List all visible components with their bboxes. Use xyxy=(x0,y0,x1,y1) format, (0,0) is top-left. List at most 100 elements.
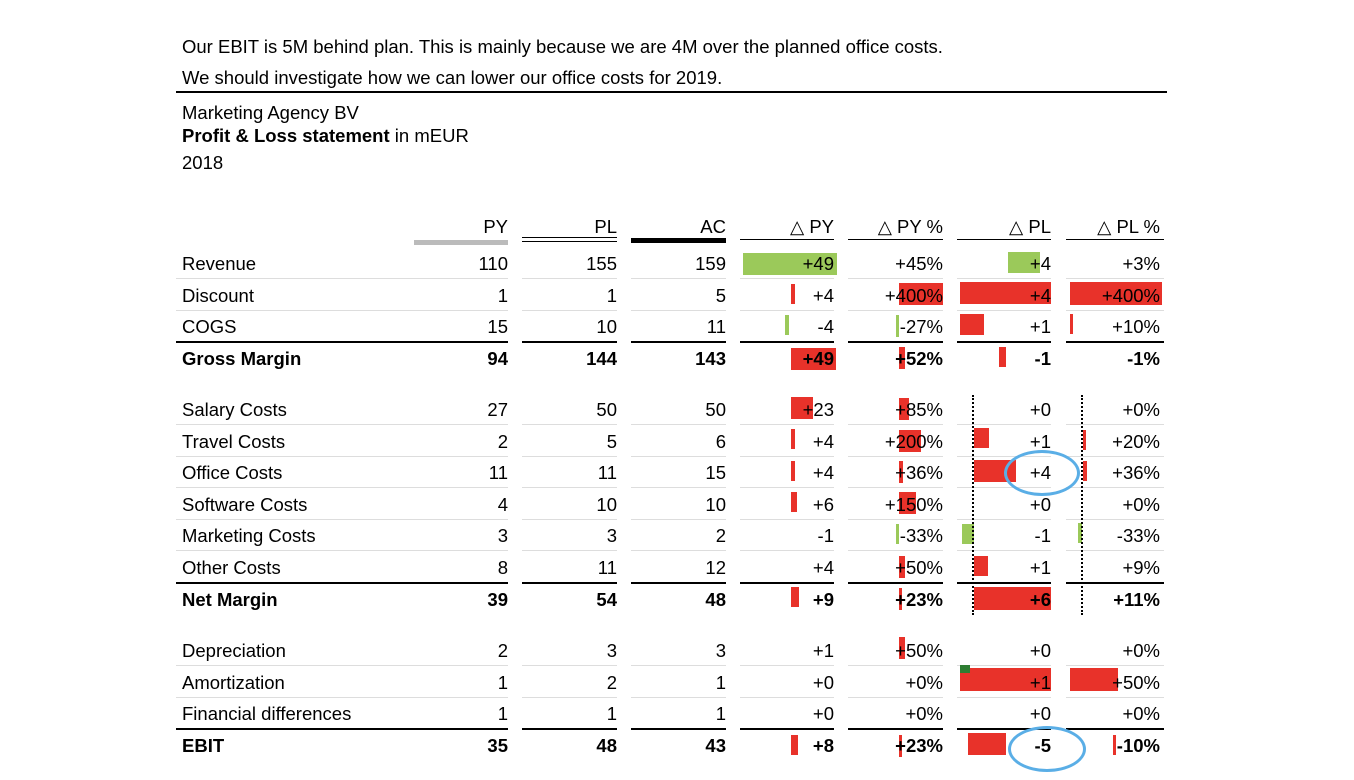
row-line xyxy=(631,697,726,698)
cell-dpy: +4 xyxy=(812,431,834,452)
variance-bar xyxy=(968,733,1006,755)
cell-dpy: -4 xyxy=(817,316,834,337)
cell-py: 1 xyxy=(497,672,508,693)
column-header-py: PY xyxy=(483,216,508,237)
row-line xyxy=(176,550,508,551)
row-line xyxy=(1066,519,1164,520)
cell-ac: 48 xyxy=(705,589,726,610)
cell-dpyp: +23% xyxy=(895,735,943,756)
subtotal-line xyxy=(631,582,726,584)
subtotal-line xyxy=(176,341,508,343)
cell-pl: 10 xyxy=(596,494,617,515)
subtotal-line xyxy=(176,582,508,584)
row-line xyxy=(957,519,1051,520)
cell-dpyp: +85% xyxy=(895,399,943,420)
row-line xyxy=(1066,550,1164,551)
cell-py: 110 xyxy=(478,253,509,274)
variance-bar xyxy=(791,397,813,419)
cell-pl: 3 xyxy=(606,640,617,661)
highlight-ring-office xyxy=(1004,450,1080,496)
cell-dpyp: +23% xyxy=(895,589,943,610)
cell-dplp: -1% xyxy=(1127,348,1160,369)
row-line xyxy=(848,697,943,698)
cell-dpl: +1 xyxy=(1029,316,1051,337)
cell-dplp: +9% xyxy=(1122,557,1160,578)
py-header-marker xyxy=(414,240,508,245)
delta-header-underline-2 xyxy=(957,239,1051,240)
cell-py: 2 xyxy=(497,431,508,452)
subtotal-line xyxy=(957,582,1051,584)
variance-bar xyxy=(791,492,797,512)
variance-bar xyxy=(1083,461,1087,481)
cell-dpl: +0 xyxy=(1029,703,1051,724)
cell-ac: 43 xyxy=(705,735,726,756)
cell-py: 15 xyxy=(487,316,508,337)
row-line xyxy=(631,487,726,488)
row-line xyxy=(1066,310,1164,311)
cell-dpl: -5 xyxy=(1034,735,1051,756)
row-line xyxy=(740,550,834,551)
row-line xyxy=(957,487,1051,488)
cell-dpy: +4 xyxy=(812,557,834,578)
cell-py: 8 xyxy=(497,557,508,578)
cell-dpl: +4 xyxy=(1029,253,1051,274)
report-year: 2018 xyxy=(182,152,224,173)
variance-bar xyxy=(791,429,795,449)
row-line xyxy=(522,487,617,488)
cell-pl: 11 xyxy=(597,462,617,483)
row-label: Gross Margin xyxy=(182,348,302,369)
row-line xyxy=(631,665,726,666)
cell-py: 1 xyxy=(497,285,508,306)
commentary-divider xyxy=(176,91,1167,93)
delta-header-underline-3 xyxy=(1066,239,1164,240)
variance-bar xyxy=(974,587,1051,610)
subtotal-line xyxy=(176,728,508,730)
variance-bar xyxy=(1113,735,1116,755)
cell-dpy: +1 xyxy=(812,640,834,661)
cell-dplp: +11% xyxy=(1113,589,1160,610)
row-label: COGS xyxy=(182,316,237,337)
cell-dpyp: +52% xyxy=(895,348,943,369)
cell-dpy: +49 xyxy=(802,253,834,274)
row-line xyxy=(176,278,508,279)
cell-dpyp: +50% xyxy=(895,640,943,661)
cell-dplp: +10% xyxy=(1112,316,1160,337)
row-label: Amortization xyxy=(182,672,285,693)
row-line xyxy=(740,697,834,698)
cell-pl: 11 xyxy=(597,557,617,578)
row-line xyxy=(522,456,617,457)
cell-pl: 155 xyxy=(586,253,617,274)
cell-py: 11 xyxy=(488,462,508,483)
variance-bar xyxy=(791,735,798,755)
cell-dplp: +400% xyxy=(1101,285,1160,306)
subtotal-line xyxy=(957,728,1051,730)
cell-dpy: +9 xyxy=(812,589,834,610)
cell-pl: 50 xyxy=(596,399,617,420)
ac-header-marker xyxy=(631,238,726,243)
pl-header-marker-top xyxy=(522,237,617,238)
cell-dpl: +4 xyxy=(1029,462,1051,483)
row-label: Financial differences xyxy=(182,703,352,724)
subtotal-line xyxy=(522,728,617,730)
company-name: Marketing Agency BV xyxy=(182,102,359,123)
row-label: EBIT xyxy=(182,735,225,756)
variance-bar xyxy=(899,556,905,578)
cell-py: 1 xyxy=(497,703,508,724)
cell-pl: 54 xyxy=(596,589,617,610)
cell-dpyp: +150% xyxy=(884,494,943,515)
cell-ac: 143 xyxy=(695,348,726,369)
cell-ac: 2 xyxy=(715,525,726,546)
subtotal-line xyxy=(740,341,834,343)
variance-bar-marker xyxy=(960,665,970,673)
variance-bar xyxy=(999,347,1006,367)
cell-ac: 50 xyxy=(705,399,726,420)
variance-bar xyxy=(899,637,905,659)
cell-dpyp: +400% xyxy=(884,285,943,306)
cell-ac: 1 xyxy=(715,672,726,693)
variance-bar xyxy=(1008,252,1040,273)
row-line xyxy=(740,310,834,311)
cell-dpl: +0 xyxy=(1029,399,1051,420)
cell-dpy: +8 xyxy=(812,735,834,756)
cell-dpyp: +0% xyxy=(905,672,943,693)
variance-bar xyxy=(960,282,1051,304)
